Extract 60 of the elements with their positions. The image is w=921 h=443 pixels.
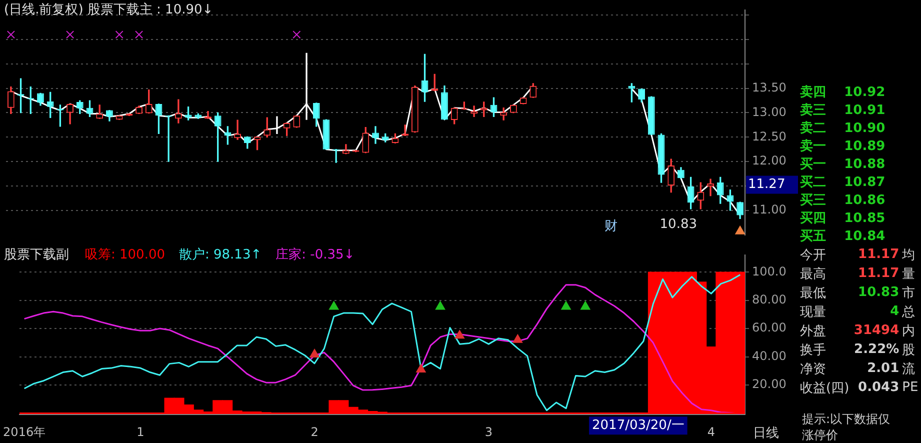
text: 11.17 — [858, 266, 900, 281]
x-tick-label: 2 — [310, 424, 318, 439]
text: 涨停价 — [802, 427, 838, 443]
category-label: 股 — [902, 342, 916, 358]
text: 2.01 — [867, 361, 900, 376]
text: 0.043 — [858, 380, 900, 395]
text: 4 — [890, 304, 900, 319]
category-label: 买五 10.84 — [800, 229, 886, 244]
text: 10.83 — [858, 285, 900, 300]
x-tick-label: 1 — [136, 424, 144, 439]
y-tick-label: 11.00 — [752, 202, 786, 217]
x-tick-label: 2016年 — [3, 424, 46, 439]
category-label: 卖三 10.91 — [800, 103, 886, 118]
y-tick-label: 40.00 — [752, 348, 786, 363]
category-label: 卖二 10.90 — [800, 121, 886, 136]
category-label: 买三 10.86 — [800, 193, 886, 208]
category-label: 买二 10.87 — [800, 175, 886, 190]
y-tick-label: 12.50 — [752, 129, 786, 144]
y-tick-label: 12.00 — [752, 154, 786, 168]
category-label: 卖一 10.89 — [800, 139, 886, 154]
x-tick-label: 3 — [484, 424, 492, 439]
annotation: 财 — [604, 219, 618, 234]
text: 11.17 — [858, 247, 900, 262]
category-label: 内 — [902, 324, 916, 338]
text: 11.27 — [748, 177, 786, 192]
category-label: 买一 10.88 — [800, 157, 886, 172]
category-label: 量 — [902, 266, 916, 282]
category-label: 总 — [902, 304, 916, 320]
category-label: 净资 — [800, 360, 827, 378]
category-label: PE — [902, 380, 918, 395]
y-tick-label: 100.0 — [752, 264, 786, 278]
text: 2017/03/20/一 — [592, 418, 684, 433]
category-label: 换手 — [800, 342, 827, 359]
category-label: 均 — [902, 248, 916, 262]
category-label: 市 — [902, 286, 916, 300]
x-tick-label: 4 — [707, 424, 715, 439]
annotation: 10.83 — [660, 217, 697, 232]
annotation: 散户: 98.13↑ — [179, 247, 262, 262]
y-tick-label: 80.00 — [752, 292, 786, 306]
category-label: 外盘 — [800, 322, 827, 340]
text: 2.22% — [854, 342, 900, 357]
chart-title: (日线.前复权) 股票下载主 : 10.90↓ — [4, 1, 214, 18]
category-label: 最高 — [800, 266, 827, 283]
y-tick-label: 13.00 — [752, 104, 786, 119]
chart-title: 股票下载副 — [4, 247, 69, 262]
y-tick-label: 60.00 — [752, 320, 786, 335]
category-label: 买四 10.85 — [800, 211, 886, 226]
category-label: 卖四 10.92 — [800, 85, 886, 100]
category-label: 现量 — [800, 304, 827, 321]
annotation: 庄家: -0.35↓ — [276, 246, 355, 262]
category-label: 流 — [902, 362, 916, 376]
category-label: 今开 — [800, 246, 827, 264]
category-label: 收益(四) — [800, 380, 850, 397]
text: 31494 — [854, 323, 900, 338]
text: 提示:以下数据仅 — [802, 411, 890, 428]
category-label: 最低 — [800, 284, 827, 302]
y-tick-label: 13.50 — [752, 80, 786, 94]
annotation: 吸筹: 100.00 — [85, 247, 165, 262]
text: 日线 — [753, 425, 779, 442]
y-tick-label: 20.00 — [752, 377, 786, 392]
